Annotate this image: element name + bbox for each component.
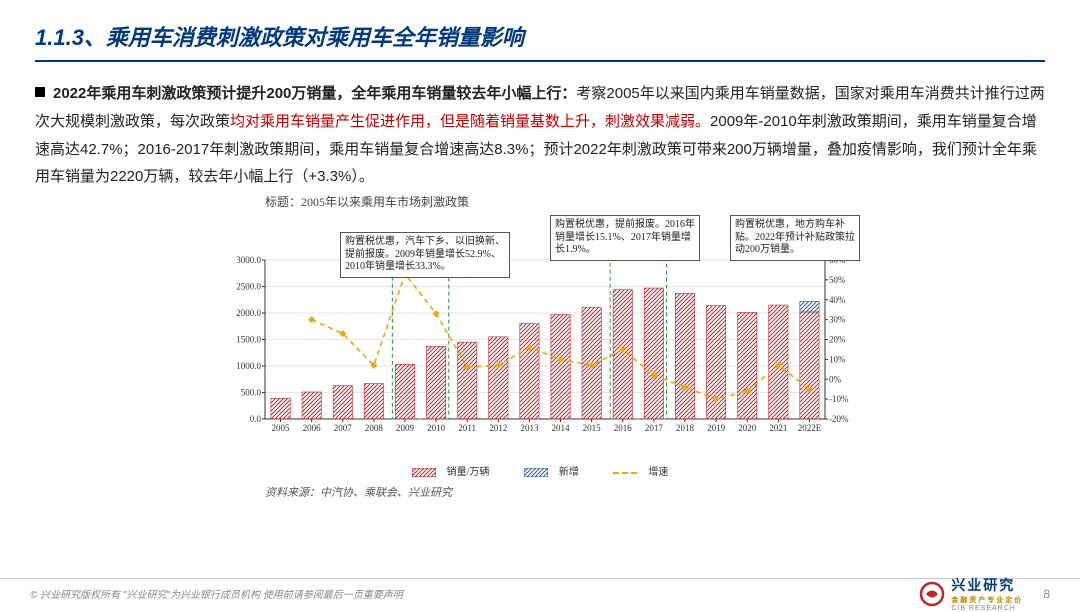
page-number: 8	[1043, 587, 1050, 601]
svg-text:1000.0: 1000.0	[236, 361, 261, 371]
svg-text:2020: 2020	[738, 423, 757, 433]
svg-text:500.0: 500.0	[241, 388, 262, 398]
page-title: 1.1.3、乘用车消费刺激政策对乘用车全年销量影响	[35, 20, 1045, 62]
svg-text:10%: 10%	[829, 354, 846, 364]
svg-text:2008: 2008	[365, 423, 384, 433]
svg-text:2009: 2009	[396, 423, 415, 433]
svg-text:2011: 2011	[458, 423, 476, 433]
para-lead: 2022年乘用车刺激政策预计提升200万销量，全年乘用车销量较去年小幅上行：	[53, 85, 576, 102]
logo-icon	[919, 581, 945, 607]
chart-callout: 购置税优惠，汽车下乡、以旧换新、提前报废。2009年销量增长52.9%、2010…	[340, 232, 510, 278]
svg-text:2005: 2005	[272, 423, 291, 433]
svg-text:20%: 20%	[829, 335, 846, 345]
svg-text:-20%: -20%	[829, 414, 849, 424]
svg-text:3000.0: 3000.0	[236, 255, 261, 265]
legend-overlay: 新增	[516, 467, 587, 478]
svg-text:2006: 2006	[303, 423, 322, 433]
svg-text:-10%: -10%	[829, 394, 849, 404]
svg-text:2021: 2021	[769, 423, 787, 433]
logo-sub: 金融资产专业定价	[951, 595, 1023, 605]
legend-bar: 销量/万辆	[404, 467, 498, 478]
svg-text:2012: 2012	[489, 423, 507, 433]
svg-text:2017: 2017	[645, 423, 664, 433]
bullet-icon	[35, 87, 45, 97]
chart-callout: 购置税优惠，地方购车补贴。2022年预计补贴政策拉动200万销量。	[730, 215, 860, 261]
logo-cn: 兴业研究	[951, 577, 1015, 593]
footer-logo: 兴业研究 金融资产专业定价 CIB RESEARCH	[919, 575, 1023, 612]
chart-title: 标题：2005年以来乘用车市场刺激政策	[265, 193, 469, 210]
svg-text:2500.0: 2500.0	[236, 282, 261, 292]
svg-text:1500.0: 1500.0	[236, 335, 261, 345]
svg-text:2016: 2016	[614, 423, 633, 433]
logo-en: CIB RESEARCH	[951, 605, 1023, 612]
legend-line: 增速	[605, 467, 676, 478]
footer-disclaimer: © 兴业研究版权所有 "兴业研究"为兴业银行成员机构 使用前请参阅最后一页重要声…	[30, 586, 919, 601]
svg-text:2015: 2015	[583, 423, 602, 433]
svg-text:2022E: 2022E	[798, 423, 822, 433]
body-paragraph: 2022年乘用车刺激政策预计提升200万销量，全年乘用车销量较去年小幅上行：考察…	[35, 80, 1045, 191]
svg-text:0.0: 0.0	[250, 414, 262, 424]
svg-text:2000.0: 2000.0	[236, 308, 261, 318]
svg-text:50%: 50%	[829, 275, 846, 285]
chart-area: 0.0 500.0 1000.0 1500.0 2000.0 2500.0 3000.0 -2…	[210, 212, 870, 467]
chart-callout: 购置税优惠，提前报废。2016年销量增长15.1%、2017年销量增长1.9%。	[550, 215, 700, 261]
svg-text:2019: 2019	[707, 423, 726, 433]
svg-text:2014: 2014	[552, 423, 571, 433]
svg-text:30%: 30%	[829, 315, 846, 325]
svg-text:2018: 2018	[676, 423, 695, 433]
svg-text:2010: 2010	[427, 423, 446, 433]
svg-text:2013: 2013	[520, 423, 539, 433]
svg-text:40%: 40%	[829, 295, 846, 305]
svg-text:0%: 0%	[829, 374, 842, 384]
svg-text:2007: 2007	[334, 423, 353, 433]
chart-source: 资料来源：中汽协、乘联会、兴业研究	[265, 484, 452, 500]
footer: © 兴业研究版权所有 "兴业研究"为兴业银行成员机构 使用前请参阅最后一页重要声…	[0, 578, 1080, 608]
para-red: 均对乘用车销量产生促进作用，但是随着销量基数上升，刺激效果减弱。	[230, 113, 710, 130]
